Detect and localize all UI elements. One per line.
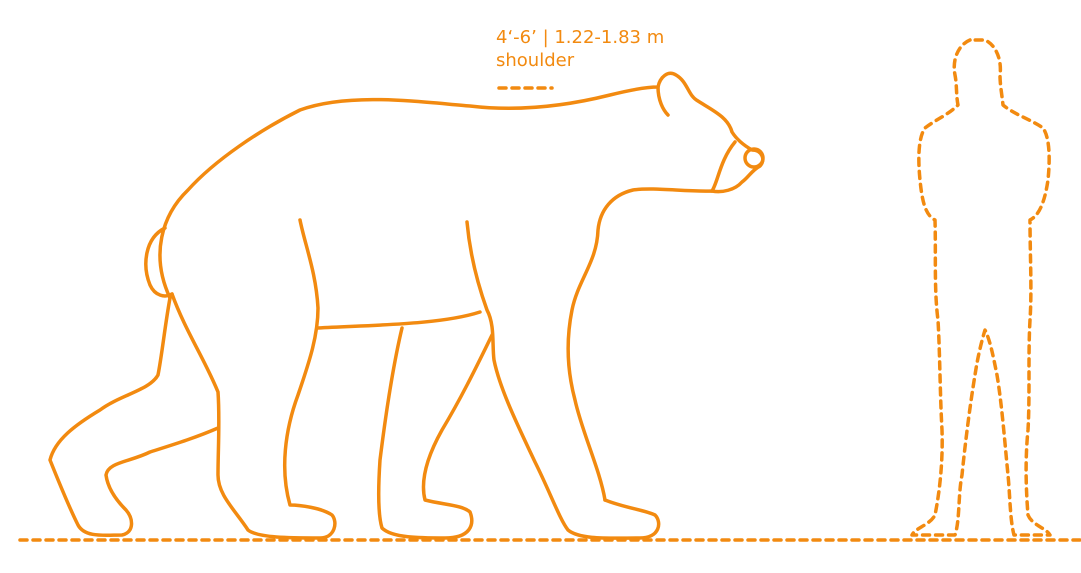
shoulder-height-label: 4‘-6’ | 1.22-1.83 m bbox=[496, 27, 664, 48]
nose bbox=[743, 147, 765, 169]
shoulder-caption: shoulder bbox=[496, 50, 575, 71]
bear-outline bbox=[48, 71, 765, 540]
human-outline bbox=[910, 38, 1052, 537]
